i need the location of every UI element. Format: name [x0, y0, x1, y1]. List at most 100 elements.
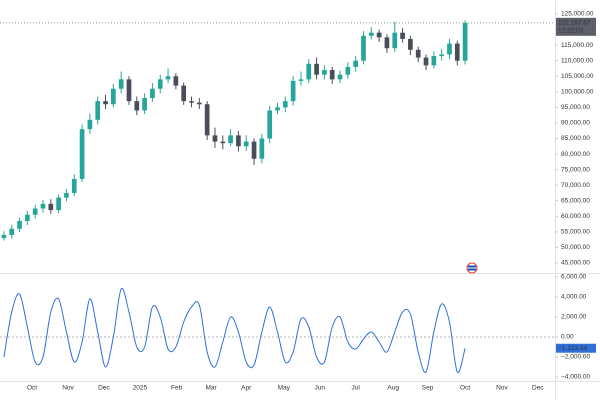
y-tick-label: 75,000.00: [561, 166, 590, 173]
y-tick-label: 95,000.00: [561, 104, 590, 111]
candle-body: [181, 85, 187, 102]
candle-body: [142, 98, 147, 111]
x-tick-label: Mar: [205, 385, 217, 392]
candle-body: [259, 138, 265, 159]
x-tick-label: Sep: [422, 385, 434, 392]
candle-body: [408, 38, 413, 50]
x-tick-label: Apr: [241, 385, 252, 392]
last-value-box: [556, 343, 596, 353]
candle-body: [431, 56, 437, 66]
y-tick-label: 55,000.00: [561, 229, 590, 236]
candle-body: [439, 54, 444, 57]
x-tick-label: Dec: [98, 385, 110, 392]
y-tick-label: 70,000.00: [561, 182, 590, 189]
candle-body: [337, 74, 343, 80]
y-tick-label: 85,000.00: [561, 135, 590, 142]
candle-body: [103, 101, 108, 105]
candle-body: [251, 141, 257, 159]
candle-body: [462, 22, 468, 61]
candle-body: [126, 79, 132, 102]
y-tick-label: 60,000.00: [561, 213, 590, 220]
candle-body: [243, 141, 249, 147]
x-tick-label: Jul: [352, 385, 361, 392]
last-price-box: [556, 17, 596, 36]
candle-body: [1, 234, 7, 239]
candle-body: [220, 141, 226, 144]
candle-body: [48, 203, 54, 211]
y-tick-label: 0.00: [561, 334, 574, 341]
x-tick-label: Feb: [171, 385, 183, 392]
x-tick-label: Dec: [532, 385, 544, 392]
candle-body: [400, 32, 405, 39]
x-tick-label: Aug: [387, 385, 399, 392]
candle-body: [454, 43, 460, 61]
y-tick-label: −2,000.00: [561, 354, 590, 361]
candle-body: [329, 70, 335, 80]
last-price-label: 122,167.67: [558, 20, 591, 27]
x-tick-label: May: [278, 385, 291, 392]
candle-body: [79, 129, 85, 179]
flag-icon: [466, 262, 478, 274]
candle-body: [118, 79, 124, 89]
candle-body: [189, 101, 194, 103]
y-tick-label: 115,000.00: [561, 42, 593, 49]
y-tick-label: 125,000.00: [561, 11, 594, 18]
y-tick-label: 50,000.00: [561, 244, 590, 251]
y-tick-label: 105,000.00: [561, 73, 594, 80]
candle-body: [196, 102, 202, 105]
candle-body: [95, 101, 101, 120]
candle-body: [204, 104, 210, 136]
candle-body: [275, 107, 280, 111]
candle-body: [361, 35, 366, 61]
candle-body: [447, 43, 452, 55]
candle-body: [111, 88, 116, 105]
y-tick-label: 110,000.00: [561, 57, 593, 64]
candle-body: [290, 80, 296, 102]
candle-body: [267, 110, 273, 139]
y-tick-label: 90,000.00: [561, 120, 590, 127]
y-tick-label: 80,000.00: [561, 151, 590, 158]
x-tick-label: 2025: [133, 385, 148, 392]
y-tick-label: 100,000.00: [561, 89, 594, 96]
candle-body: [345, 66, 351, 75]
candle-body: [236, 135, 241, 147]
candle-body: [298, 79, 304, 81]
last-value-label: −1,123.34: [558, 345, 587, 352]
x-tick-label: Oct: [27, 385, 37, 392]
y-tick-label: 45,000.00: [561, 260, 590, 267]
candle-body: [157, 79, 163, 89]
candle-body: [376, 32, 382, 38]
candle-body: [314, 63, 319, 75]
candle-body: [368, 32, 374, 36]
candle-body: [64, 192, 69, 198]
candle-body: [392, 32, 398, 49]
y-tick-label: 65,000.00: [561, 197, 590, 204]
candle-body: [322, 70, 327, 75]
x-tick-label: Nov: [496, 385, 508, 392]
y-tick-label: −4,000.00: [561, 374, 590, 381]
candle-body: [353, 60, 359, 67]
candle-body: [150, 88, 155, 99]
candle-body: [9, 228, 15, 235]
candle-body: [56, 197, 61, 211]
candle-body: [87, 119, 93, 130]
candle-body: [32, 208, 38, 215]
candle-body: [25, 214, 30, 221]
candle-body: [212, 135, 218, 142]
y-tick-label: 4,000.00: [561, 294, 587, 301]
y-tick-label: 6,000.00: [561, 274, 587, 281]
candle-body: [423, 57, 429, 66]
candle-body: [17, 220, 22, 229]
x-tick-label: Oct: [460, 385, 470, 392]
candle-body: [165, 76, 171, 80]
candle-body: [384, 37, 390, 49]
oscillator-line: [3, 287, 466, 373]
candle-body: [228, 135, 233, 144]
candle-body: [134, 101, 140, 111]
candle-body: [40, 203, 46, 209]
candle-body: [415, 49, 421, 58]
candle-body: [173, 76, 179, 86]
